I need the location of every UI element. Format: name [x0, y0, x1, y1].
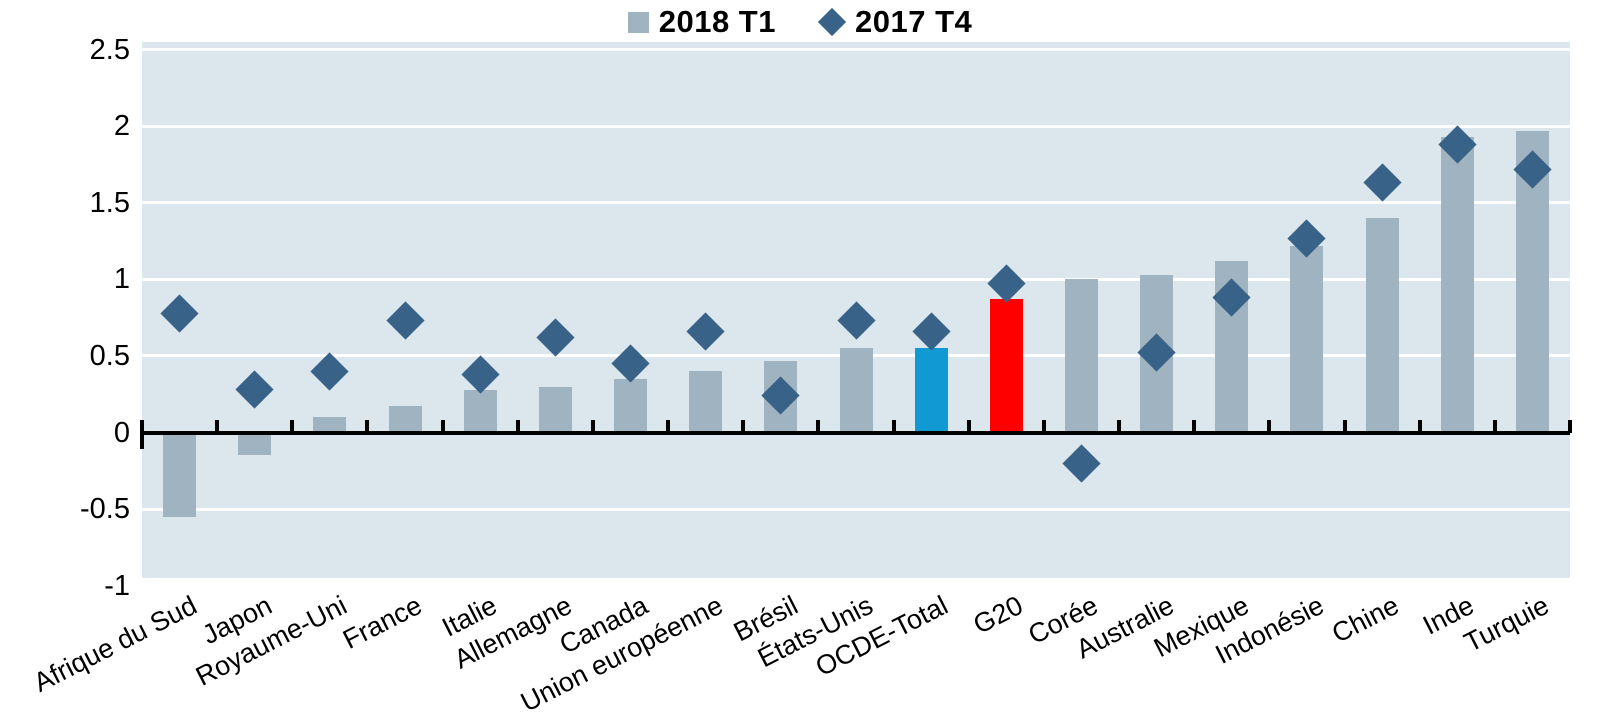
y-tick-label-0: 0: [113, 416, 130, 449]
x-label-Afrique du Sud: Afrique du Sud: [28, 590, 202, 698]
axis-tick: [816, 419, 821, 433]
axis-tick: [515, 419, 520, 433]
axis-tick: [1342, 419, 1347, 433]
bar-Allemagne: [538, 386, 572, 433]
axis-tick: [290, 419, 295, 433]
axis-tick: [891, 419, 896, 433]
y-tick-label-2.5: 2.5: [89, 33, 130, 66]
x-label-G20: G20: [968, 590, 1028, 640]
axis-tick: [1492, 419, 1497, 433]
x-axis-line: [142, 430, 1570, 435]
diamond-Allemagne: [536, 318, 575, 357]
axis-tick: [1417, 419, 1422, 433]
y-tick-label-1.5: 1.5: [89, 186, 130, 219]
bar-France: [388, 406, 422, 433]
legend-label-2018-t1: 2018 T1: [658, 4, 776, 39]
y-tick-label-0.5: 0.5: [89, 339, 130, 372]
legend-label-2017-t4: 2017 T4: [855, 4, 973, 39]
diamond-Afrique du Sud: [160, 293, 199, 333]
bar-Corée: [1064, 279, 1098, 433]
bar-Chine: [1365, 218, 1399, 433]
gridline-2.5: [142, 48, 1570, 52]
bar-Inde: [1440, 136, 1474, 433]
axis-tick: [365, 419, 370, 433]
diamond-swatch-icon: [817, 7, 847, 37]
x-label-Turquie: Turquie: [1459, 590, 1555, 658]
axis-tick: [1267, 419, 1272, 433]
bar-Japon: [238, 432, 272, 456]
chart-legend: 2018 T1 2017 T4: [0, 4, 1600, 40]
gridline-1.5: [142, 201, 1570, 205]
diamond-États-Unis: [836, 301, 876, 340]
axis-tick: [1117, 419, 1122, 433]
diamond-Italie: [461, 355, 500, 394]
y-tick-label-1: 1: [113, 263, 130, 296]
gridline-1: [142, 277, 1570, 281]
axis-tick: [741, 419, 746, 433]
diamond-Corée: [1062, 444, 1101, 483]
bar-Indonésie: [1290, 245, 1324, 433]
gridline-2: [142, 124, 1570, 128]
axis-tick: [1192, 419, 1197, 433]
bar-OCDE-Total: [914, 348, 948, 433]
diamond-Chine: [1363, 163, 1402, 202]
diamond-OCDE-Total: [912, 312, 951, 351]
bar-swatch-icon: [627, 11, 649, 33]
axis-tick: [215, 419, 220, 433]
axis-tick: [1568, 419, 1572, 433]
x-label-France: France: [338, 590, 427, 655]
y-tick-label--1: -1: [104, 569, 130, 602]
axis-tick: [966, 419, 971, 433]
bar-G20: [989, 299, 1023, 433]
gridline--0.5: [142, 507, 1570, 511]
diamond-France: [385, 301, 425, 340]
y-tick-label--0.5: -0.5: [80, 493, 130, 526]
diamond-G20: [987, 264, 1026, 304]
bar-Royaume-Uni: [313, 417, 347, 433]
axis-tick: [140, 419, 144, 449]
diamond-Canada: [611, 344, 650, 383]
bar-Canada: [614, 378, 648, 433]
bar-États-Unis: [839, 348, 873, 433]
legend-item-2018-t1: 2018 T1: [627, 4, 776, 40]
bar-Afrique du Sud: [163, 432, 197, 517]
bar-Italie: [463, 389, 497, 433]
y-tick-label-2: 2: [113, 110, 130, 143]
x-label-Chine: Chine: [1327, 590, 1404, 649]
diamond-Royaume-Uni: [310, 352, 349, 391]
diamond-Japon: [235, 370, 274, 409]
diamond-Union européenne: [686, 312, 725, 351]
axis-tick: [440, 419, 445, 433]
bar-Union européenne: [689, 371, 723, 433]
axis-tick: [666, 419, 671, 433]
legend-item-2017-t4: 2017 T4: [817, 4, 973, 40]
axis-tick: [1041, 419, 1046, 433]
axis-tick: [590, 419, 595, 433]
plot-area: [142, 42, 1570, 578]
